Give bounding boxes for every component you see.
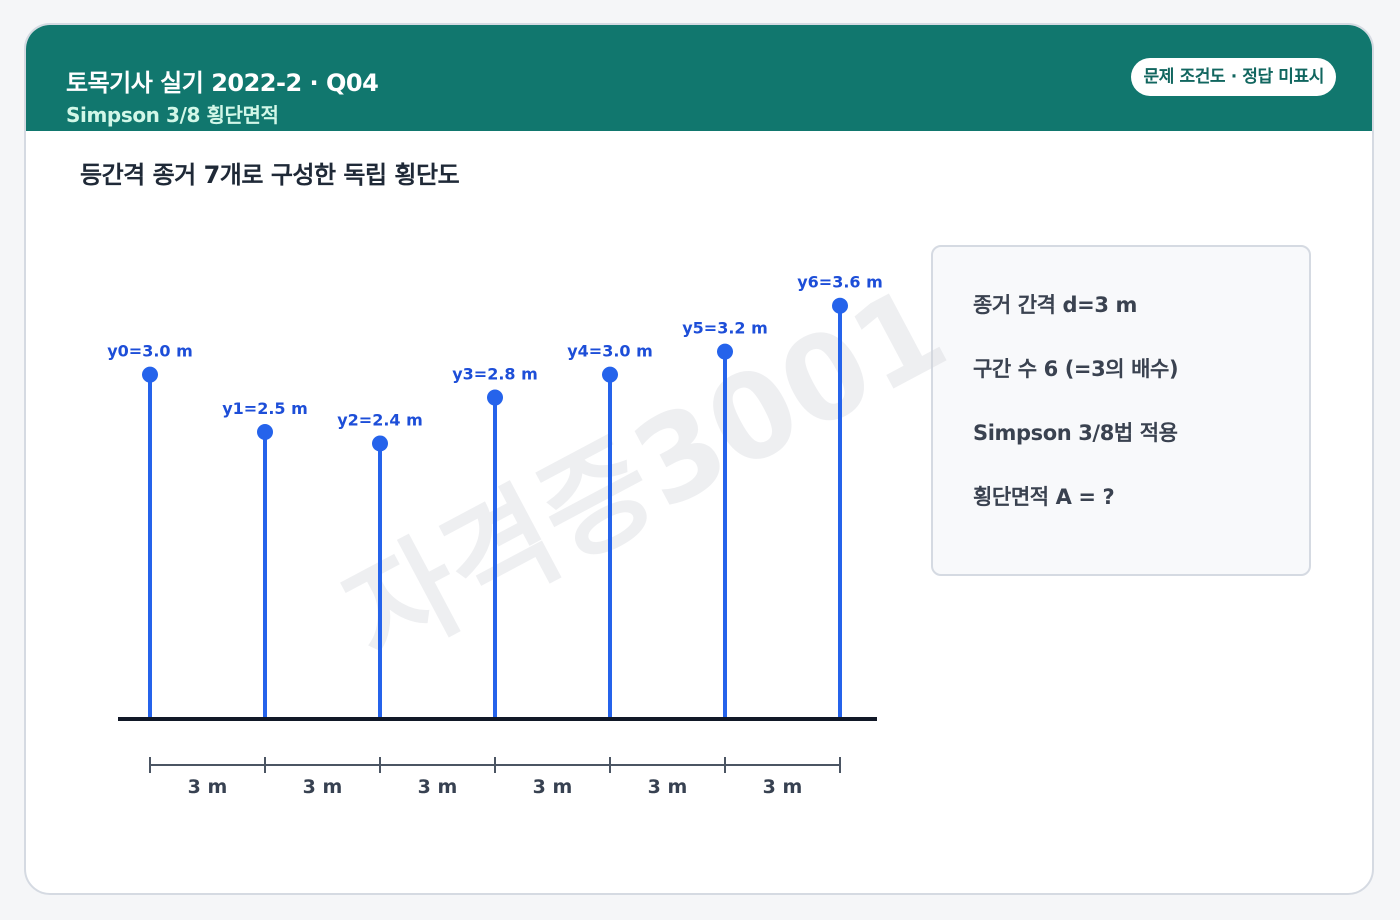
interval-label: 3 m [418,776,458,798]
ordinate-point [832,297,848,314]
problem-card: 토목기사 실기 2022-2 · Q04 Simpson 3/8 횡단면적 문제… [24,23,1374,895]
info-interval: 종거 간격 d=3 m [973,293,1137,317]
interval-label: 3 m [533,776,573,798]
ordinate-point [372,435,388,452]
ordinate-point [142,366,158,383]
info-box: 종거 간격 d=3 m 구간 수 6 (=3의 배수) Simpson 3/8법… [931,245,1311,576]
ordinate-label: y1=2.5 m [222,399,308,418]
ordinate-label: y2=2.4 m [337,410,423,429]
ordinate-point [602,366,618,383]
info-question: 횡단면적 A = ? [973,485,1115,509]
ordinate-point [487,389,503,406]
ordinate-label: y3=2.8 m [452,365,538,384]
ordinate-label: y5=3.2 m [682,319,768,338]
ordinate-label: y0=3.0 m [107,342,193,361]
interval-label: 3 m [648,776,688,798]
interval-label: 3 m [188,776,228,798]
status-badge: 문제 조건도 · 정답 미표시 [1131,58,1336,96]
page-title: 토목기사 실기 2022-2 · Q04 [66,69,379,97]
ordinate-point [257,424,273,440]
info-method: Simpson 3/8법 적용 [973,421,1178,445]
page-subtitle: Simpson 3/8 횡단면적 [66,103,279,127]
interval-label: 3 m [303,776,343,798]
info-segment-count: 구간 수 6 (=3의 배수) [973,357,1179,381]
ordinate-label: y4=3.0 m [567,342,653,361]
interval-label: 3 m [763,776,803,798]
ordinate-point [717,343,733,360]
ordinate-label: y6=3.6 m [797,273,883,292]
section-title: 등간격 종거 7개로 구성한 독립 횡단도 [80,161,460,189]
watermark-text: 자격증3001 [325,259,967,688]
header-bar: 토목기사 실기 2022-2 · Q04 Simpson 3/8 횡단면적 문제… [26,25,1372,131]
